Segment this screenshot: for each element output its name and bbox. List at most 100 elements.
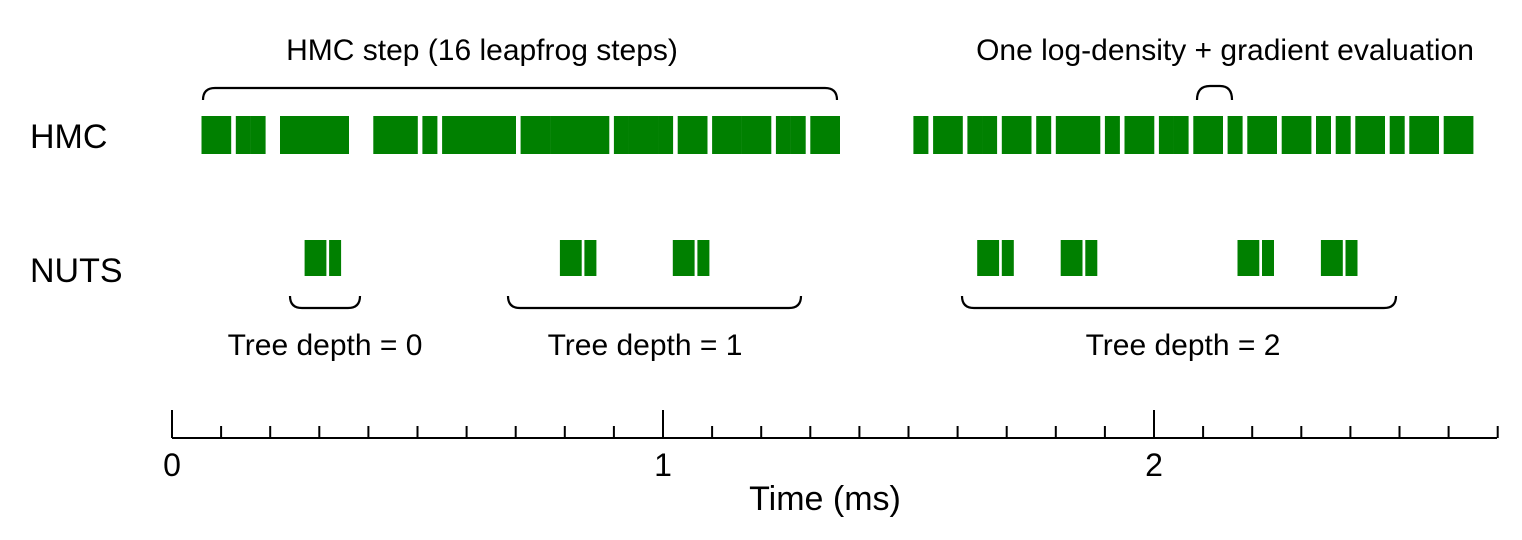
hmc-evaluation-mark-58 (1262, 116, 1277, 154)
hmc-evaluation-mark-8 (334, 116, 349, 154)
tree-depth-0-label: Tree depth = 0 (228, 329, 423, 362)
hmc-evaluation-mark-16 (486, 116, 502, 154)
hmc-evaluation-mark-42 (982, 116, 998, 154)
hmc-evaluation-mark-0 (201, 116, 217, 154)
hmc-evaluation-mark-14 (456, 116, 472, 154)
hmc-evaluation-mark-35 (790, 116, 806, 154)
hmc-evaluation-mark-61 (1316, 116, 1331, 154)
hmc-evaluation-mark-17 (501, 116, 516, 154)
hmc-evaluation-mark-22 (579, 116, 595, 154)
hmc-evaluation-mark-18 (520, 116, 536, 154)
hmc-evaluation-mark-21 (564, 116, 580, 154)
tree-depth-0-brace (288, 295, 362, 310)
tree-depth-1-label: Tree depth = 1 (548, 329, 743, 362)
hmc-evaluation-mark-24 (613, 116, 629, 154)
hmc-evaluation-mark-55 (1208, 116, 1223, 154)
nuts-evaluation-mark-16 (1247, 240, 1260, 276)
row-label-nuts: NUTS (30, 252, 123, 290)
hmc-evaluation-mark-29 (692, 116, 708, 154)
hmc-evaluation-mark-1 (216, 116, 232, 154)
hmc-evaluation-mark-27 (658, 116, 674, 154)
hmc-evaluation-mark-28 (677, 116, 693, 154)
nuts-evaluation-mark-11 (1001, 240, 1014, 276)
nuts-evaluation-mark-14 (1085, 240, 1098, 276)
hmc-evaluation-mark-12 (422, 116, 438, 154)
hmc-evaluation-mark-34 (775, 116, 791, 154)
hmc-evaluation-mark-30 (712, 116, 728, 154)
nuts-evaluation-mark-2 (329, 240, 342, 276)
tree-depth-2-label: Tree depth = 2 (1086, 329, 1281, 362)
nuts-evaluation-mark-0 (304, 240, 317, 276)
hmc-evaluation-mark-67 (1424, 116, 1439, 154)
hmc-evaluation-mark-57 (1247, 116, 1263, 154)
tick-label-2: 2 (1145, 447, 1163, 483)
hmc-evaluation-mark-31 (726, 116, 742, 154)
hmc-evaluation-mark-68 (1443, 116, 1459, 154)
hmc-evaluation-mark-40 (947, 116, 963, 154)
hmc-evaluation-mark-4 (280, 116, 295, 154)
hmc-step-label: HMC step (16 leapfrog steps) (286, 34, 678, 67)
hmc-evaluation-mark-44 (1016, 116, 1032, 154)
hmc-evaluation-mark-20 (550, 116, 566, 154)
hmc-evaluation-mark-33 (756, 116, 772, 154)
nuts-evaluation-mark-3 (559, 240, 572, 276)
nuts-evaluation-mark-12 (1060, 240, 1073, 276)
hmc-evaluation-mark-64 (1370, 116, 1385, 154)
hmc-evaluation-mark-3 (250, 116, 266, 154)
hmc-evaluation-mark-51 (1139, 116, 1155, 154)
hmc-evaluation-mark-45 (1036, 116, 1052, 154)
hmc-evaluation-mark-59 (1281, 116, 1297, 154)
nuts-evaluation-mark-18 (1320, 240, 1333, 276)
nuts-evaluation-mark-10 (987, 240, 1000, 276)
hmc-evaluation-mark-38 (913, 116, 929, 154)
hmc-evaluation-mark-47 (1070, 116, 1086, 154)
tree-depth-1-brace (506, 295, 803, 310)
nuts-evaluation-events (304, 240, 1358, 276)
hmc-evaluation-mark-65 (1389, 116, 1405, 154)
tree-depth-2-brace (960, 295, 1398, 310)
hmc-evaluation-mark-15 (471, 116, 487, 154)
hmc-evaluation-mark-13 (442, 116, 458, 154)
nuts-evaluation-mark-5 (584, 240, 597, 276)
nuts-evaluation-mark-17 (1262, 240, 1274, 276)
hmc-evaluation-mark-53 (1173, 116, 1189, 154)
hmc-evaluation-mark-11 (402, 116, 418, 154)
nuts-evaluation-mark-20 (1345, 240, 1358, 276)
hmc-evaluation-mark-43 (1001, 116, 1017, 154)
gradient-eval-brace (1195, 84, 1234, 101)
hmc-evaluation-mark-66 (1409, 116, 1425, 154)
hmc-step-brace (201, 86, 839, 101)
hmc-evaluation-mark-49 (1104, 116, 1120, 154)
hmc-evaluation-mark-46 (1055, 116, 1071, 154)
hmc-evaluation-mark-48 (1085, 116, 1101, 154)
hmc-evaluation-mark-9 (373, 116, 389, 154)
nuts-evaluation-mark-9 (977, 240, 990, 276)
time-axis: 0 1 2 (163, 410, 1499, 483)
hmc-evaluation-mark-26 (643, 116, 659, 154)
hmc-evaluation-mark-23 (594, 116, 610, 154)
hmc-evaluation-mark-54 (1193, 116, 1209, 154)
nuts-evaluation-mark-8 (697, 240, 710, 276)
nuts-evaluation-mark-7 (682, 240, 695, 276)
nuts-evaluation-mark-15 (1237, 240, 1250, 276)
hmc-evaluation-mark-36 (810, 116, 826, 154)
hmc-evaluation-mark-60 (1296, 116, 1312, 154)
nuts-evaluation-mark-13 (1070, 240, 1083, 276)
hmc-evaluation-mark-39 (933, 116, 949, 154)
nuts-evaluation-mark-4 (569, 240, 582, 276)
hmc-evaluation-mark-19 (535, 116, 551, 154)
hmc-evaluation-mark-10 (388, 116, 403, 154)
hmc-evaluation-mark-62 (1335, 116, 1351, 154)
nuts-evaluation-mark-19 (1330, 240, 1343, 276)
row-label-hmc: HMC (30, 118, 107, 156)
tick-label-1: 1 (654, 447, 672, 483)
hmc-evaluation-mark-69 (1458, 116, 1474, 154)
hmc-evaluation-events (201, 116, 1474, 154)
hmc-evaluation-mark-52 (1158, 116, 1174, 154)
hmc-evaluation-mark-5 (294, 116, 310, 154)
hmc-evaluation-mark-56 (1227, 116, 1243, 154)
tick-label-0: 0 (163, 447, 181, 483)
hmc-evaluation-mark-50 (1124, 116, 1140, 154)
hmc-evaluation-mark-2 (235, 116, 251, 154)
